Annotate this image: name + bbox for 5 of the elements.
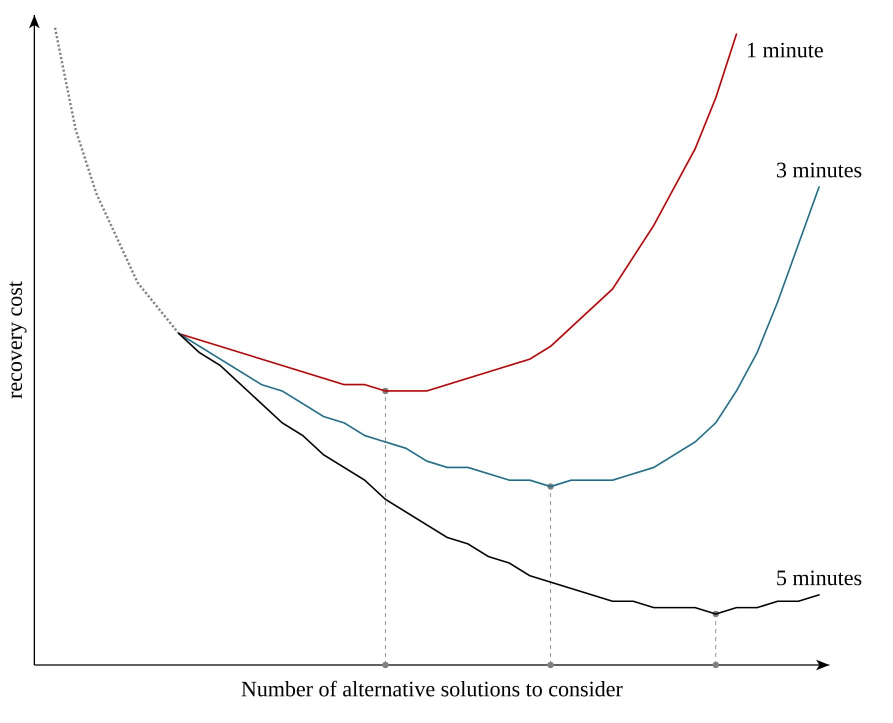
series-label: 5 minutes	[777, 570, 862, 586]
series-label: 3 minutes	[776, 162, 862, 178]
series-label: 1 minute	[748, 42, 823, 58]
y-axis-title: recovery cost	[9, 281, 27, 398]
x-axis-title: Number of alternative solutions to consider	[242, 680, 623, 696]
